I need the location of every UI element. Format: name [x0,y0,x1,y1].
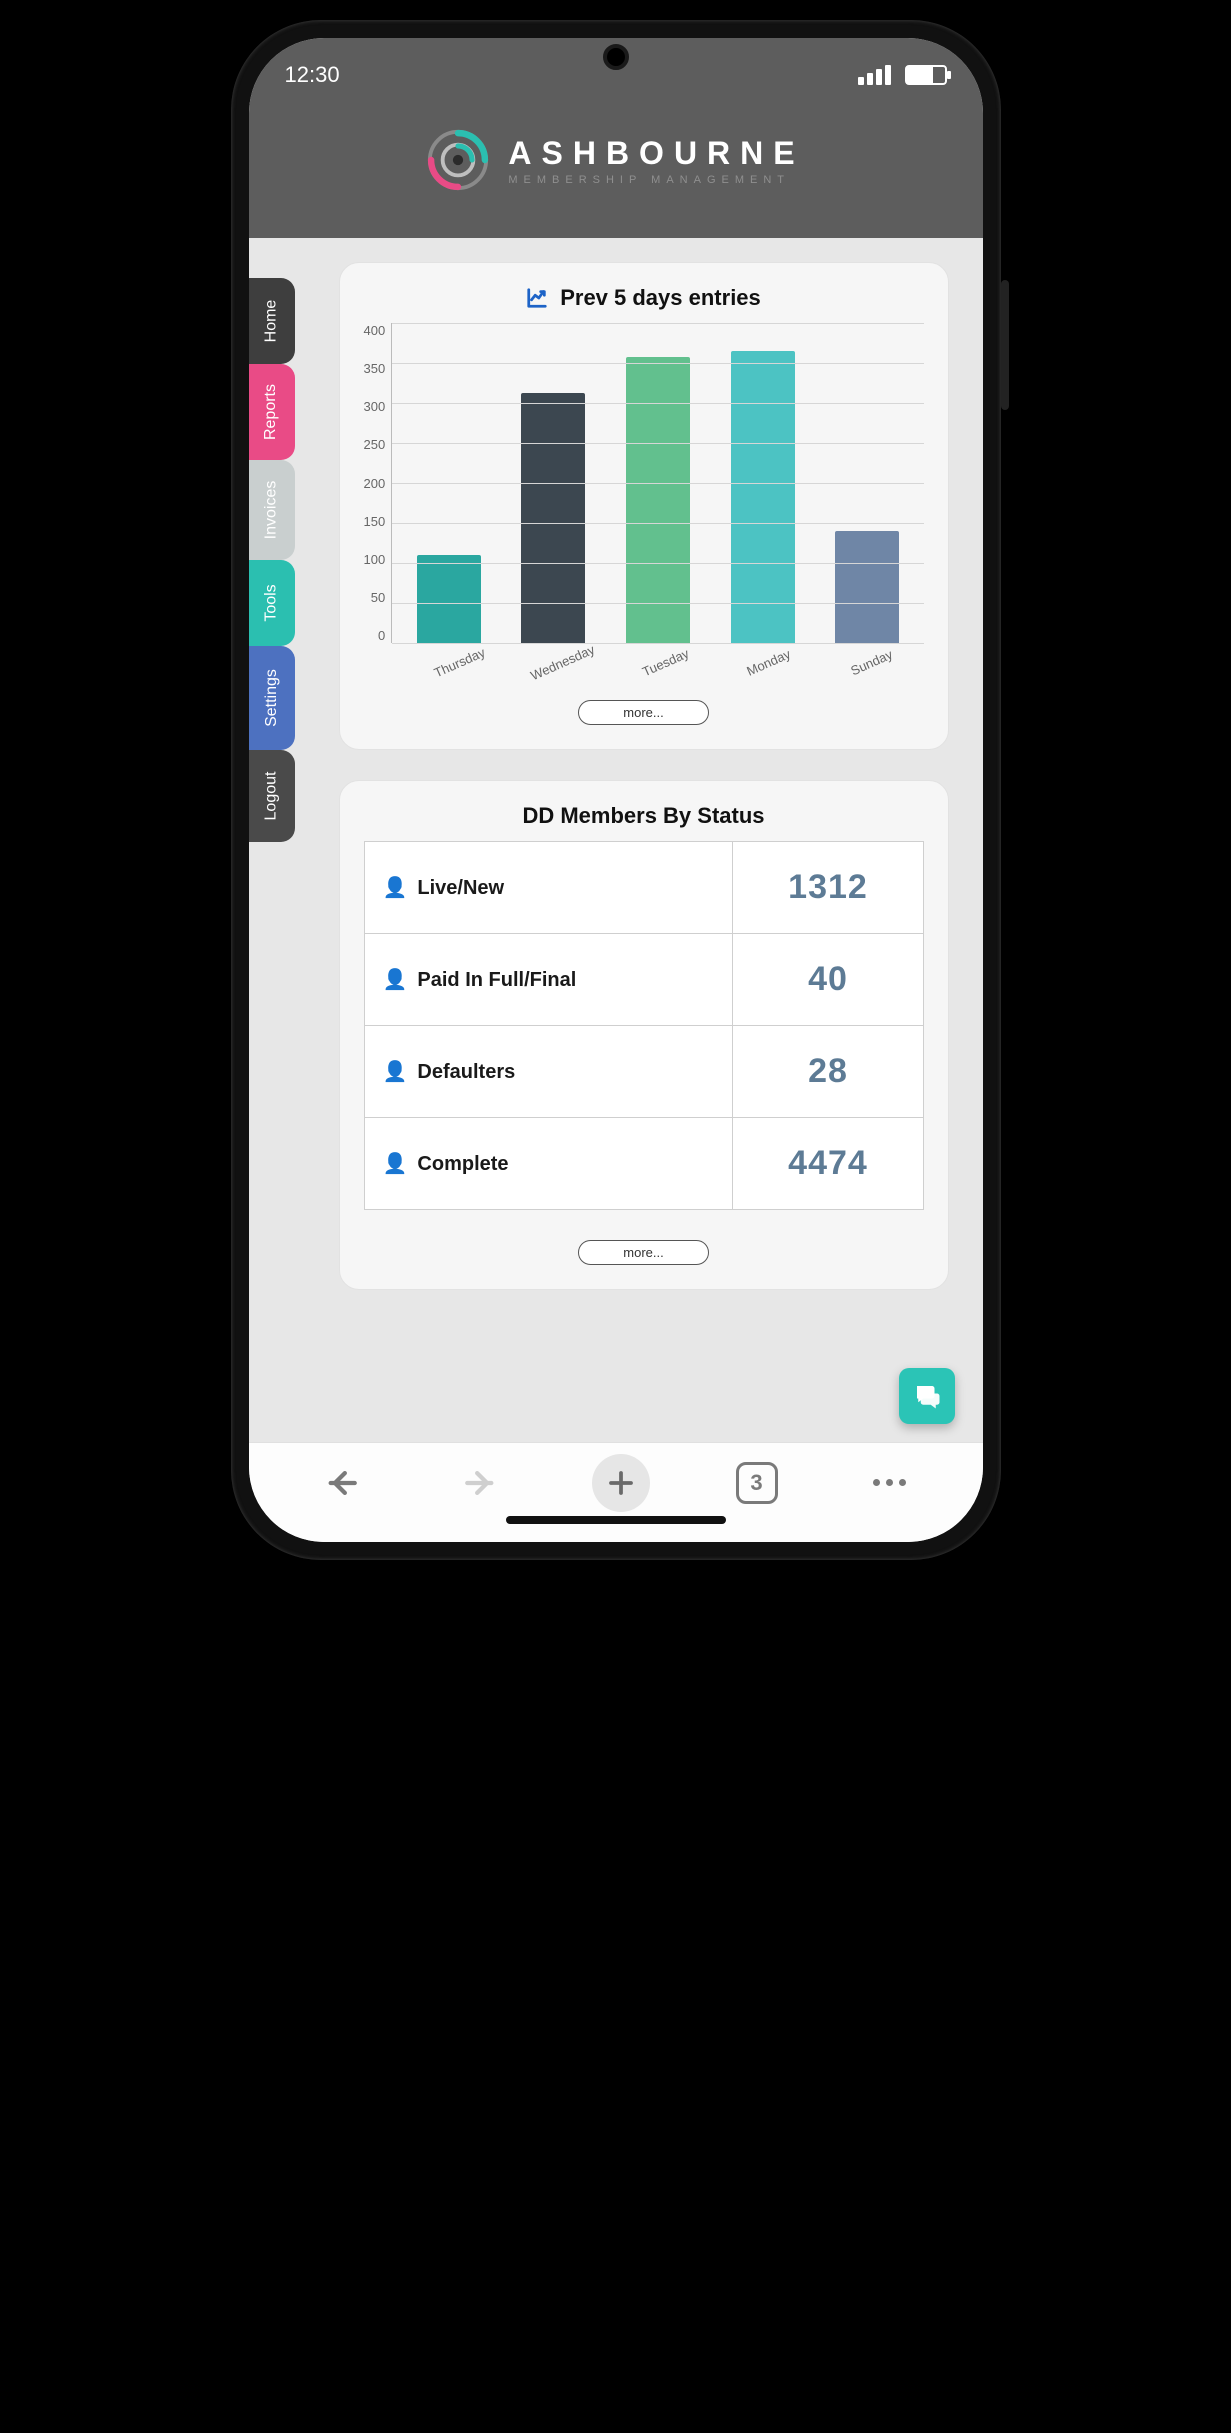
sidebar-tab-home[interactable]: Home [249,278,295,364]
brand-logo-icon [426,128,490,192]
status-row-label: Live/New [364,842,733,934]
chart-x-labels: ThursdayWednesdayTuesdayMondaySunday [364,655,924,670]
home-indicator [506,1516,726,1524]
status-right [858,65,947,85]
status-row-label: Paid In Full/Final [364,934,733,1026]
sidebar-tab-label: Settings [263,669,281,727]
camera-cutout [603,44,629,70]
chart-gridline [392,563,923,564]
chart-gridline [392,643,923,644]
entries-chart: 400 350 300 250 200 150 100 50 0 [364,323,924,643]
entries-more-button[interactable]: more... [578,700,708,725]
signal-icon [858,65,891,85]
sidebar-tab-invoices[interactable]: Invoices [249,460,295,560]
chart-gridline [392,323,923,324]
sidebar-tab-logout[interactable]: Logout [249,750,295,842]
browser-menu-button[interactable] [864,1457,916,1509]
sidebar-tab-settings[interactable]: Settings [249,646,295,750]
sidebar-tab-label: Invoices [263,481,281,540]
brand: ASHBOURNE MEMBERSHIP MANAGEMENT [426,128,804,192]
chart-bar[interactable] [626,357,690,643]
status-row[interactable]: Complete4474 [364,1118,923,1210]
chart-gridline [392,603,923,604]
sidebar-tab-label: Tools [262,584,280,621]
battery-icon [905,65,947,85]
side-nav: Home Reports Invoices Tools Settings Logout [249,278,295,842]
status-row-value: 1312 [733,842,923,934]
status-row[interactable]: Live/New1312 [364,842,923,934]
chart-y-tick: 350 [364,361,386,376]
brand-title: ASHBOURNE [508,135,804,172]
browser-bar: 3 [249,1442,983,1542]
chart-gridline [392,403,923,404]
browser-tabs-button[interactable]: 3 [736,1462,778,1504]
chart-y-tick: 400 [364,323,386,338]
chart-y-tick: 0 [378,628,385,643]
status-row[interactable]: Paid In Full/Final40 [364,934,923,1026]
app-header: ASHBOURNE MEMBERSHIP MANAGEMENT [249,102,983,238]
status-more-button[interactable]: more... [578,1240,708,1265]
content-area: Home Reports Invoices Tools Settings Logout P… [249,238,983,1442]
entries-card: Prev 5 days entries 400 350 300 250 200 150 10… [339,262,949,750]
status-table: Live/New1312Paid In Full/Final40Defaulte… [364,841,924,1210]
status-card-title: DD Members By Status [364,803,924,829]
person-icon [383,1061,408,1083]
entries-card-title: Prev 5 days entries [364,285,924,311]
status-row[interactable]: Defaulters28 [364,1026,923,1118]
sidebar-tab-label: Home [263,300,281,343]
browser-back-button[interactable] [316,1457,368,1509]
chart-bar[interactable] [835,531,899,643]
chart-y-tick: 300 [364,399,386,414]
status-card: DD Members By Status Live/New1312Paid In… [339,780,949,1290]
chart-y-axis: 400 350 300 250 200 150 100 50 0 [364,323,392,643]
status-row-value: 4474 [733,1118,923,1210]
chart-bar[interactable] [417,555,481,643]
chart-y-tick: 150 [364,514,386,529]
chart-gridline [392,483,923,484]
chart-y-tick: 250 [364,437,386,452]
browser-forward-button[interactable] [454,1457,506,1509]
chart-y-tick: 200 [364,476,386,491]
sidebar-tab-reports[interactable]: Reports [249,364,295,460]
screen: 12:30 ASHBOURNE [249,38,983,1542]
chart-gridline [392,443,923,444]
chart-y-tick: 100 [364,552,386,567]
chart-bar[interactable] [731,351,795,643]
chart-y-tick: 50 [371,590,385,605]
phone-frame: 12:30 ASHBOURNE [231,20,1001,1560]
line-chart-icon [526,287,548,309]
chart-bar[interactable] [521,393,585,643]
browser-tab-count: 3 [750,1470,762,1496]
person-icon [383,1153,408,1175]
entries-card-title-text: Prev 5 days entries [560,285,761,311]
chat-fab[interactable] [899,1368,955,1424]
sidebar-tab-tools[interactable]: Tools [249,560,295,646]
dots-icon [873,1479,906,1486]
chart-gridline [392,363,923,364]
browser-new-tab-button[interactable] [592,1454,650,1512]
status-row-value: 40 [733,934,923,1026]
sidebar-tab-label: Logout [263,772,281,821]
person-icon [383,969,408,991]
brand-subtitle: MEMBERSHIP MANAGEMENT [508,174,804,186]
sidebar-tab-label: Reports [263,384,281,440]
status-time: 12:30 [285,62,340,88]
status-card-title-text: DD Members By Status [522,803,764,829]
person-icon [383,877,408,899]
status-row-label: Complete [364,1118,733,1210]
chart-plot [391,323,923,643]
status-row-label: Defaulters [364,1026,733,1118]
status-row-value: 28 [733,1026,923,1118]
chart-gridline [392,523,923,524]
chat-icon [912,1381,942,1411]
